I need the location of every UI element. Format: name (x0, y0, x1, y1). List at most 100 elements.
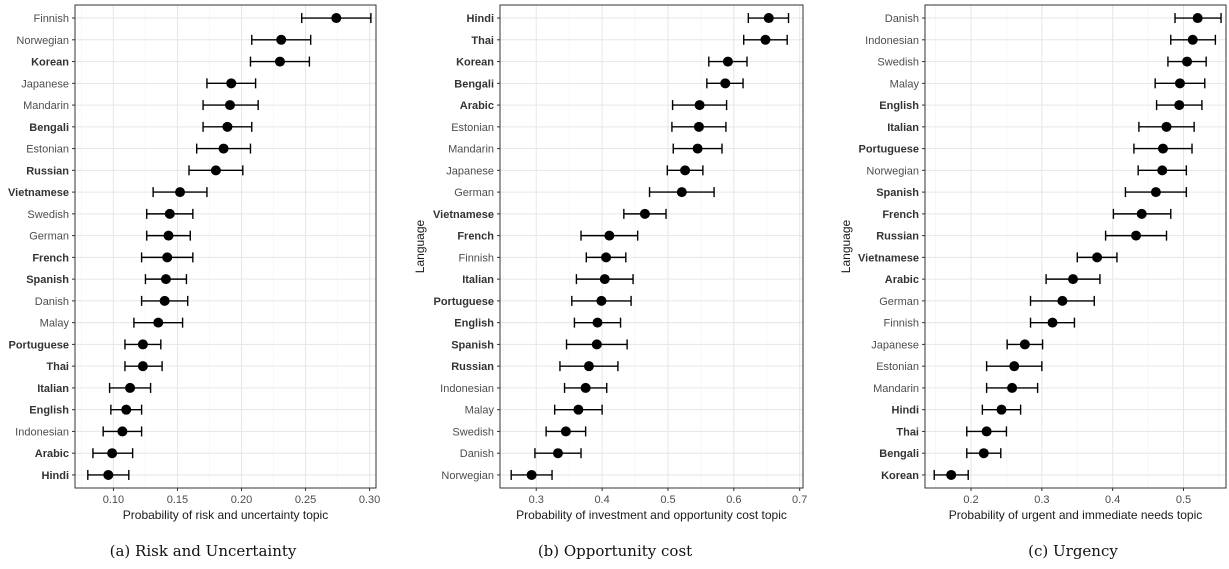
category-label: Portuguese (858, 144, 919, 156)
data-point-hindi (103, 469, 114, 480)
category-label: German (454, 187, 494, 199)
data-point-estonian (218, 143, 229, 154)
x-tick-label: 0.6 (726, 494, 741, 506)
category-label: Swedish (452, 426, 494, 438)
category-label: Hindi (467, 13, 495, 25)
panel-opportunity: Hindi Thai Korean Bengali Arabic Estonian Mand… (413, 4, 807, 560)
plot-area (499, 4, 804, 489)
category-label: Korean (456, 57, 494, 69)
data-point-indonesian (117, 426, 128, 437)
category-label: Italian (462, 274, 494, 286)
category-label: Norwegian (16, 35, 69, 47)
category-label: Malay (890, 78, 920, 90)
data-point-french (162, 252, 173, 263)
data-point-spanish (1150, 187, 1161, 198)
plot-frame (74, 4, 377, 489)
panel-caption: (b) Opportunity cost (538, 542, 692, 560)
category-label: Swedish (877, 57, 919, 69)
category-label: Russian (451, 361, 494, 373)
category-label: Japanese (871, 339, 919, 351)
category-label: Mandarin (873, 383, 919, 395)
x-axis-title: Probability of urgent and immediate need… (949, 508, 1202, 522)
data-point-danish (552, 448, 563, 459)
category-label: Danish (885, 13, 919, 25)
category-label: Arabic (885, 274, 919, 286)
x-axis-title: Probability of investment and opportunit… (516, 508, 787, 522)
x-tick-label: 0.25 (295, 494, 316, 506)
category-label: Arabic (35, 448, 69, 460)
x-tick-label: 0.2 (963, 494, 978, 506)
category-label: Danish (35, 296, 69, 308)
category-label: Italian (887, 122, 919, 134)
category-label: Hindi (42, 470, 70, 482)
category-label: Finnish (459, 252, 494, 264)
data-point-thai (981, 426, 992, 437)
data-point-spanish (591, 339, 602, 350)
category-label: Estonian (451, 122, 494, 134)
category-label: Spanish (451, 339, 494, 351)
data-point-german (1057, 295, 1068, 306)
category-label: English (29, 405, 69, 417)
data-point-hindi (996, 404, 1007, 415)
panel-caption: (c) Urgency (1028, 542, 1118, 560)
data-point-german (163, 230, 174, 241)
x-tick-label: 0.5 (660, 494, 675, 506)
data-point-russian (210, 165, 221, 176)
data-point-thai (137, 361, 148, 372)
category-label: Korean (881, 470, 919, 482)
category-label: Bengali (29, 122, 69, 134)
category-label: Swedish (27, 209, 69, 221)
data-point-english (592, 317, 603, 328)
category-label: Finnish (884, 318, 919, 330)
x-tick-label: 0.20 (231, 494, 252, 506)
data-point-korean (274, 56, 285, 67)
category-label: Bengali (454, 78, 494, 90)
data-point-italian (1161, 121, 1172, 132)
data-point-estonian (1009, 361, 1020, 372)
category-label: Finnish (34, 13, 69, 25)
category-label: Russian (26, 165, 69, 177)
data-point-danish (159, 295, 170, 306)
category-label: Bengali (879, 448, 919, 460)
category-label: Thai (46, 361, 69, 373)
data-point-finnish (331, 13, 342, 24)
data-point-bengali (720, 78, 731, 89)
data-point-arabic (1068, 274, 1079, 285)
data-point-malay (153, 317, 164, 328)
data-point-indonesian (1187, 34, 1198, 45)
data-point-korean (946, 469, 957, 480)
plot-frame (924, 4, 1227, 489)
category-label: Korean (31, 57, 69, 69)
category-label: Japanese (446, 165, 494, 177)
category-label: Danish (460, 448, 494, 460)
data-point-hindi (763, 13, 774, 24)
data-point-arabic (107, 448, 118, 459)
data-point-korean (722, 56, 733, 67)
data-point-malay (573, 404, 584, 415)
data-point-portuguese (596, 295, 607, 306)
x-tick-label: 0.15 (167, 494, 188, 506)
data-point-french (1136, 208, 1147, 219)
category-label: Estonian (876, 361, 919, 373)
x-tick-label: 0.3 (529, 494, 544, 506)
data-point-mandarin (224, 100, 235, 111)
data-point-bengali (222, 121, 233, 132)
x-tick-label: 0.7 (792, 494, 807, 506)
category-label: Malay (40, 318, 70, 330)
data-point-swedish (164, 208, 175, 219)
category-label: English (879, 100, 919, 112)
data-point-bengali (978, 448, 989, 459)
data-point-mandarin (692, 143, 703, 154)
data-point-norwegian (1157, 165, 1168, 176)
data-point-swedish (560, 426, 571, 437)
category-label: Arabic (460, 100, 494, 112)
x-axis-title: Probability of risk and uncertainty topi… (123, 508, 328, 522)
data-point-danish (1192, 13, 1203, 24)
plot-area (74, 4, 377, 489)
data-point-norwegian (276, 34, 287, 45)
y-axis-title: Language (413, 219, 427, 273)
x-tick-label: 0.4 (1105, 494, 1120, 506)
data-point-mandarin (1007, 382, 1018, 393)
panel-risk: Finnish Norwegian Korean Japanese Mandarin Be… (8, 4, 380, 560)
category-label: Vietnamese (433, 209, 494, 221)
